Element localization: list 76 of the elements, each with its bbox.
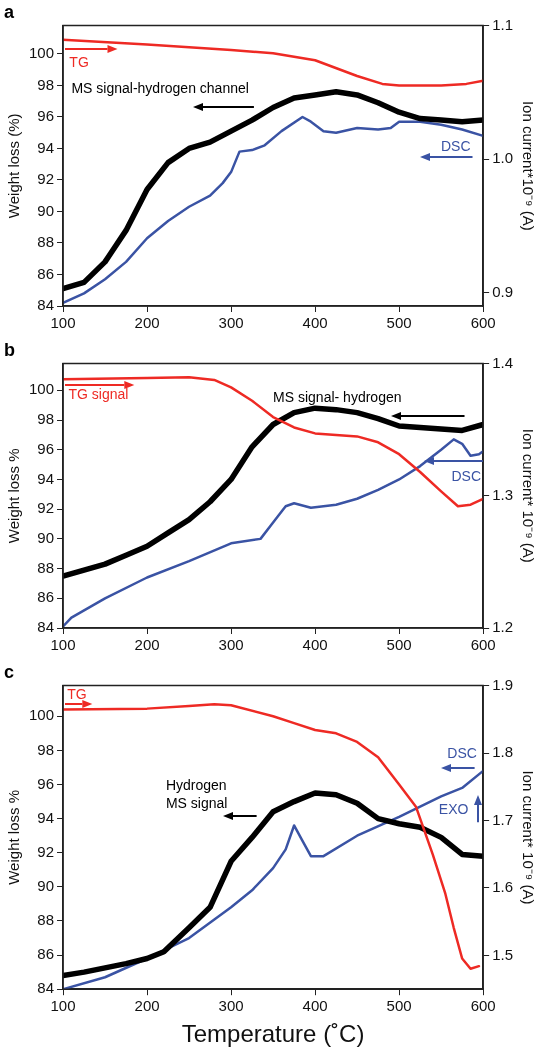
y-tick-label: 100 [29,706,55,724]
y2-tick-label: 1.9 [492,675,514,693]
x-tick-label: 100 [50,997,76,1015]
x-tick-label: 400 [302,636,328,654]
y-tick-label: 98 [37,75,55,93]
series-label: MS signal- hydrogen [273,388,402,405]
y-tick-label: 94 [37,469,55,487]
y2-tick-label: 1.5 [492,945,514,963]
x-tick-label: 300 [218,314,244,332]
legend-label: DSC [451,468,482,485]
y-tick-label: 88 [37,558,55,576]
y2-tick-label: 1.0 [492,149,514,167]
y2-tick-label: 0.9 [492,282,514,300]
y-tick-label: 98 [37,410,55,428]
x-tick-label: 600 [470,314,496,332]
y-axis-title: Weight loss (%) [5,113,23,219]
y-tick-label: 94 [37,808,55,826]
y-tick-label: 96 [37,439,55,457]
y-axis-title: Weight loss % [5,448,23,544]
y2-tick-label: 1.6 [492,878,514,896]
x-tick-label: 200 [134,314,160,332]
x-tick-label: 500 [386,997,412,1015]
series-label: TG [67,685,87,702]
y2-tick-label: 1.8 [492,743,514,761]
y-tick-label: 90 [37,877,55,894]
x-tick-label: 100 [50,314,76,332]
y-tick-label: 92 [37,499,55,517]
y2-tick-label: 1.1 [492,15,514,33]
series-label: MS signal-hydrogen channel [71,79,249,96]
y-tick-label: 92 [37,842,55,860]
y-tick-label: 86 [37,588,55,606]
x-axis-title: Temperature (˚C) [181,1020,365,1048]
series-label: DSC [440,137,471,154]
x-tick-label: 200 [134,997,160,1015]
chart-title: b [4,339,15,360]
annotation: EXO [438,800,469,817]
y2-tick-label: 1.2 [492,618,514,636]
chart-title: c [4,661,15,682]
y-tick-label: 88 [37,233,55,251]
x-tick-label: 500 [386,636,412,654]
y2-axis-title: Ion current* 10⁻⁹ (A) [519,428,537,563]
y-tick-label: 84 [37,296,55,314]
x-tick-label: 500 [386,314,412,332]
y-tick-label: 94 [37,138,55,156]
x-tick-label: 300 [218,636,244,654]
y-axis-title: Weight loss % [5,790,23,885]
x-tick-label: 600 [470,997,496,1015]
y-tick-label: 86 [37,945,55,963]
chart-title: a [4,1,15,22]
y2-tick-label: 1.7 [492,810,514,828]
y-tick-label: 84 [37,618,55,636]
x-tick-label: 400 [302,997,328,1015]
x-tick-label: 200 [134,636,160,654]
y-tick-label: 84 [37,979,55,997]
y2-tick-label: 1.3 [492,485,514,503]
y-tick-label: 86 [37,264,55,282]
x-tick-label: 300 [218,997,244,1015]
series-label: DSC [447,744,477,761]
y-tick-label: 96 [37,107,55,125]
y-tick-label: 100 [29,380,55,398]
x-tick-label: 100 [50,636,76,654]
legend-label: TG [69,54,89,71]
y-tick-label: 90 [37,201,55,219]
y-tick-label: 100 [29,44,55,62]
y-tick-label: 88 [37,911,55,929]
y-tick-label: 92 [37,170,55,188]
x-tick-label: 600 [470,636,496,654]
y2-axis-title: Ion current*10⁻⁹ (A) [519,100,537,231]
y2-axis-title: Ion current* 10⁻⁹ (A) [519,770,537,905]
y2-tick-label: 1.4 [492,353,514,371]
legend-label: TG signal [68,386,129,403]
y-tick-label: 90 [37,529,55,547]
x-tick-label: 400 [302,314,328,332]
text: Hydrogen MS signal [165,776,228,811]
y-tick-label: 98 [37,740,55,758]
y-tick-label: 96 [37,774,55,792]
